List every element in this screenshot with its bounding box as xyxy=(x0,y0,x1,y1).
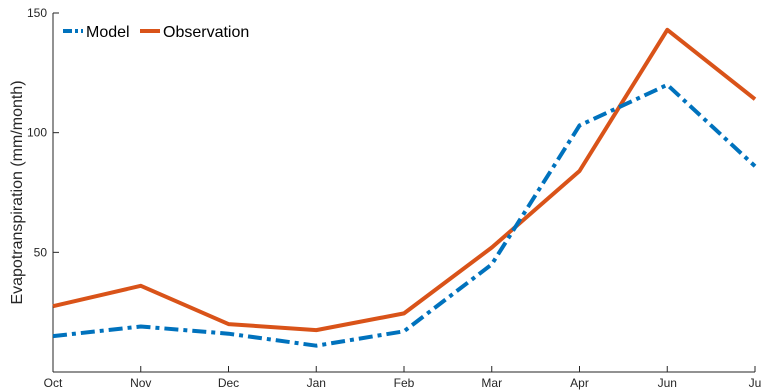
legend: Model Observation xyxy=(63,24,249,41)
legend-label-observation: Observation xyxy=(163,24,249,41)
x-axis: Oct Nov Dec Jan Feb Mar Apr Jun Ju xyxy=(44,366,762,390)
x-tick-label: Ju xyxy=(749,376,762,390)
legend-label-model: Model xyxy=(86,24,130,41)
x-tick-label: Dec xyxy=(218,376,239,390)
x-tick-label: Mar xyxy=(481,376,502,390)
series-layer xyxy=(52,27,757,348)
x-tick-label: Apr xyxy=(570,376,589,390)
y-tick-label: 50 xyxy=(34,245,48,259)
x-tick-label: Feb xyxy=(394,376,415,390)
series-line-observation xyxy=(52,27,757,333)
x-tick-label: Jan xyxy=(307,376,326,390)
x-tick-label: Nov xyxy=(130,376,151,390)
y-tick-label: 100 xyxy=(27,126,47,140)
y-axis: 50 100 150 Evapotranspiration (mm/month) xyxy=(9,6,59,372)
x-tick-label: Jun xyxy=(658,376,677,390)
y-axis-title: Evapotranspiration (mm/month) xyxy=(9,80,26,304)
x-tick-label: Oct xyxy=(44,376,63,390)
series-line-model xyxy=(52,82,757,348)
y-tick-label: 150 xyxy=(27,6,47,20)
